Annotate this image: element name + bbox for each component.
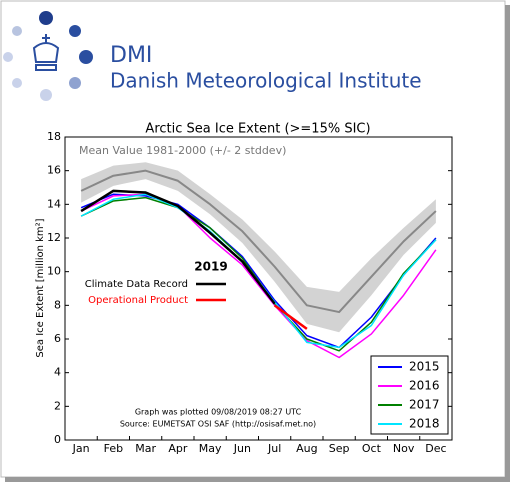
y-tick-label: 2	[54, 399, 61, 412]
legend-label: 2018	[409, 417, 440, 431]
data-line	[80, 189, 276, 305]
legend-label: 2015	[409, 360, 440, 374]
legend-title: 2019	[194, 260, 227, 274]
x-tick-label: Feb	[104, 442, 123, 455]
logo-dot	[12, 26, 22, 36]
x-tick-label: Apr	[168, 442, 188, 455]
logo-dot	[69, 77, 81, 89]
x-tick-label: Jul	[267, 442, 281, 455]
logo-dot	[79, 50, 93, 64]
logo-dot	[3, 52, 13, 62]
legend-label: 2016	[409, 379, 440, 393]
x-tick-label: Aug	[296, 442, 317, 455]
y-tick-label: 6	[54, 332, 61, 345]
legend-label: Climate Data Record	[85, 279, 188, 290]
x-tick-label: Jan	[72, 442, 90, 455]
x-tick-label: Oct	[362, 442, 382, 455]
x-tick-label: Mar	[135, 442, 156, 455]
y-tick-label: 16	[47, 164, 61, 177]
note: Source: EUMETSAT OSI SAF (http://osisaf.…	[120, 420, 316, 429]
y-tick-label: 12	[47, 231, 61, 244]
chart-title: Arctic Sea Ice Extent (>=15% SIC)	[145, 122, 370, 137]
shadow	[505, 5, 510, 481]
x-tick-label: Jun	[233, 442, 251, 455]
logo-dot	[12, 78, 22, 88]
data-line	[273, 304, 308, 330]
y-axis-label: Sea Ice Extent [million km²]	[35, 218, 46, 357]
y-tick-label: 4	[54, 366, 61, 379]
logo-dot	[39, 11, 53, 25]
org-short: DMI	[110, 43, 152, 68]
stddev-band	[81, 162, 436, 333]
x-tick-label: May	[199, 442, 222, 455]
y-tick-label: 8	[54, 298, 61, 311]
note: Graph was plotted 09/08/2019 08:27 UTC	[135, 408, 302, 417]
y-tick-label: 10	[47, 265, 61, 278]
legend-box	[370, 355, 449, 435]
shadow	[5, 477, 510, 482]
org-full: Danish Meteorological Institute	[110, 69, 422, 93]
x-tick-label: Nov	[393, 442, 415, 455]
logo-dot	[69, 25, 81, 37]
legend-label: 2017	[409, 398, 440, 412]
subtitle: Mean Value 1981-2000 (+/- 2 stddev)	[79, 144, 286, 157]
y-tick-label: 18	[47, 130, 61, 143]
legend-label: Operational Product	[88, 295, 188, 306]
logo	[3, 11, 93, 101]
logo-dot	[40, 89, 52, 101]
x-tick-label: Sep	[329, 442, 350, 455]
x-tick-label: Dec	[425, 442, 446, 455]
crown	[32, 34, 60, 71]
y-tick-label: 0	[54, 433, 61, 446]
data-line	[80, 169, 437, 314]
y-tick-label: 14	[47, 197, 61, 210]
